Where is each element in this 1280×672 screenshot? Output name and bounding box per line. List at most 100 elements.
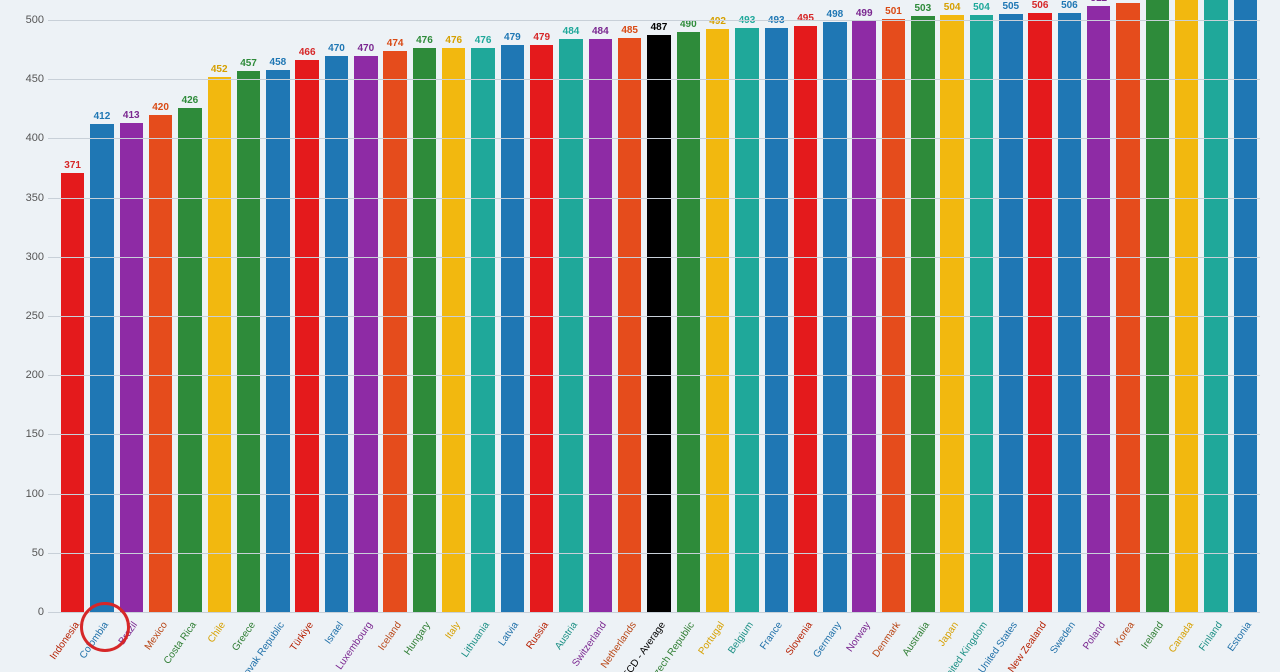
bar: 495 — [794, 26, 817, 612]
x-tick-label: Colombia — [78, 620, 111, 661]
bar-value-label: 452 — [208, 64, 231, 77]
y-tick-label: 100 — [20, 488, 44, 500]
bar: 506 — [1058, 13, 1081, 612]
gridline — [48, 198, 1260, 199]
x-tick-label: Ireland — [1140, 620, 1167, 651]
gridline — [48, 316, 1260, 317]
bar: 514 — [1116, 3, 1139, 612]
bar-value-label: 470 — [354, 43, 377, 56]
bar-value-label: 371 — [61, 160, 84, 173]
y-tick-label: 150 — [20, 428, 44, 440]
bar-value-label: 492 — [706, 16, 729, 29]
bar-value-label: 474 — [383, 38, 406, 51]
bar: 523 — [1234, 0, 1257, 612]
bar-value-label: 493 — [735, 15, 758, 28]
x-tick-label: Canada — [1167, 620, 1196, 655]
gridline — [48, 257, 1260, 258]
bar-value-label: 485 — [618, 25, 641, 38]
bar-chart: 3714124134204264524574584664704704744764… — [20, 20, 1260, 612]
x-tick-label: Sweden — [1049, 620, 1079, 656]
x-tick-label: Greece — [230, 620, 258, 653]
bar-value-label: 426 — [178, 95, 201, 108]
bar-value-label: 479 — [501, 32, 524, 45]
x-tick-label: Estonia — [1226, 620, 1254, 654]
x-tick-label: Slovenia — [784, 620, 815, 658]
bar: 457 — [237, 71, 260, 612]
gridline — [48, 434, 1260, 435]
x-tick-label: Poland — [1081, 620, 1108, 652]
bar: 484 — [589, 39, 612, 612]
bar: 493 — [735, 28, 758, 612]
bar-value-label: 504 — [940, 2, 963, 15]
x-tick-label: Belgium — [726, 620, 756, 656]
bar-value-label: 514 — [1116, 0, 1139, 3]
bar: 512 — [1087, 6, 1110, 612]
bar-value-label: 493 — [765, 15, 788, 28]
bar-value-label: 484 — [559, 26, 582, 39]
x-tick-label: Germany — [811, 620, 844, 660]
bar: 485 — [618, 38, 641, 612]
bar: 476 — [413, 48, 436, 612]
x-tick-label: Hungary — [403, 620, 434, 657]
bar-value-label: 476 — [413, 35, 436, 48]
x-tick-label: Lithuania — [460, 620, 492, 660]
x-tick-label: Israel — [322, 620, 345, 646]
y-tick-label: 50 — [20, 547, 44, 559]
bar-value-label: 504 — [970, 2, 993, 15]
bar-value-label: 413 — [120, 110, 143, 123]
x-tick-label: Austria — [553, 620, 580, 652]
x-tick-label: Chile — [206, 620, 228, 645]
bar: 479 — [530, 45, 553, 612]
gridline — [48, 138, 1260, 139]
bar-value-label: 506 — [1028, 0, 1051, 13]
y-tick-label: 250 — [20, 310, 44, 322]
bar: 520 — [1175, 0, 1198, 612]
bar: 490 — [677, 32, 700, 612]
y-tick-label: 200 — [20, 369, 44, 381]
gridline — [48, 494, 1260, 495]
bar: 504 — [940, 15, 963, 612]
x-axis-labels: IndonesiaColombiaBrazilMexicoCosta RicaC… — [20, 612, 1260, 672]
x-tick-label: Indonesia — [48, 620, 82, 662]
y-tick-label: 300 — [20, 251, 44, 263]
bar-value-label: 412 — [90, 111, 113, 124]
x-tick-label: Mexico — [142, 620, 169, 652]
bar: 474 — [383, 51, 406, 612]
bar: 476 — [442, 48, 465, 612]
bar: 504 — [970, 15, 993, 612]
y-tick-label: 400 — [20, 132, 44, 144]
gridline — [48, 20, 1260, 21]
x-tick-label: Latvia — [497, 620, 521, 648]
gridline — [48, 553, 1260, 554]
bar: 498 — [823, 22, 846, 612]
bar: 520 — [1204, 0, 1227, 612]
bar: 371 — [61, 173, 84, 612]
bar: 426 — [178, 108, 201, 612]
bar-value-label: 457 — [237, 58, 260, 71]
x-tick-label: Denmark — [870, 620, 902, 660]
y-tick-label: 350 — [20, 192, 44, 204]
bar: 484 — [559, 39, 582, 612]
bar: 452 — [208, 77, 231, 612]
x-tick-label: Brazil — [117, 620, 140, 647]
x-tick-label: Iceland — [377, 620, 405, 653]
x-tick-label: Portugal — [696, 620, 726, 657]
bar: 506 — [1028, 13, 1051, 612]
y-tick-label: 500 — [20, 14, 44, 26]
bar-value-label: 420 — [149, 102, 172, 115]
bar-value-label: 466 — [295, 47, 318, 60]
gridline — [48, 79, 1260, 80]
bar: 505 — [999, 14, 1022, 612]
bar-value-label: 487 — [647, 22, 670, 35]
x-tick-label: Australia — [901, 620, 932, 658]
bar-value-label: 512 — [1087, 0, 1110, 6]
bar: 518 — [1146, 0, 1169, 612]
bar: 420 — [149, 115, 172, 612]
x-tick-label: Russia — [524, 620, 551, 651]
bar: 493 — [765, 28, 788, 612]
x-tick-label: Türkiye — [288, 620, 316, 653]
x-tick-label: Korea — [1113, 620, 1137, 648]
bar-value-label: 476 — [442, 35, 465, 48]
bar-value-label: 505 — [999, 1, 1022, 14]
y-tick-label: 450 — [20, 73, 44, 85]
